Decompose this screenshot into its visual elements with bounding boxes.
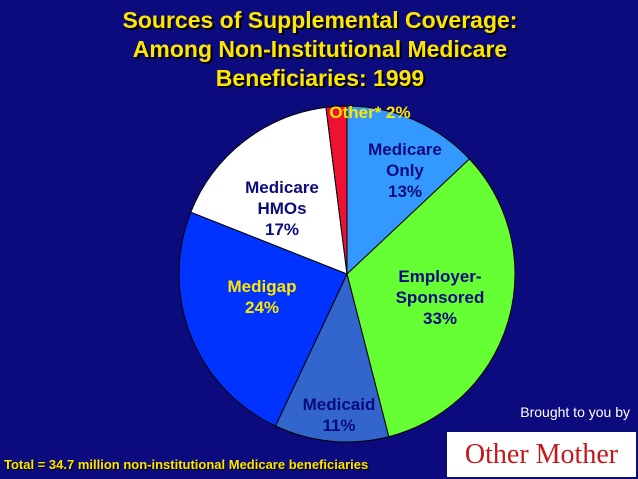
slice-label-medicare-only: Medicare Only 13% xyxy=(368,140,442,201)
slice-label-employer-sponsored: Employer- Sponsored 33% xyxy=(396,267,485,328)
slice-label-line: 24% xyxy=(245,298,279,317)
pie-slice-medicare-hmos xyxy=(190,106,348,275)
pie-slice-medigap xyxy=(178,211,348,427)
slice-label-line: Medicare xyxy=(368,140,442,159)
pie-labels: Medicare Only 13% Employer- Sponsored 33% Medi… xyxy=(228,103,485,435)
slice-label-line: HMOs xyxy=(257,199,306,218)
slice-label-line: Only xyxy=(386,161,424,180)
slice-label-medicaid: Medicaid 11% xyxy=(303,395,376,435)
title-line-2: Among Non-Institutional Medicare xyxy=(132,36,508,62)
slice-label-line: Sponsored xyxy=(396,288,485,307)
other-mother-logo: Other Mother xyxy=(447,432,636,477)
pie-slices xyxy=(178,105,516,443)
total-footnote: Total = 34.7 million non-institutional M… xyxy=(4,457,369,472)
slice-label-medigap: Medigap 24% xyxy=(228,277,297,317)
pie-slice-medicare-only xyxy=(346,105,471,276)
pie-slice-other xyxy=(325,105,348,275)
slice-label-line: 11% xyxy=(322,416,355,435)
chart-title: Sources of Supplemental Coverage: Among … xyxy=(60,6,580,93)
slice-label-line: 17% xyxy=(265,220,299,239)
credit-text: Brought to you by xyxy=(520,404,630,420)
slice-label-line: 33% xyxy=(423,309,457,328)
slice-label-line: Other* 2% xyxy=(329,103,410,122)
slice-label-line: Medicaid xyxy=(303,395,376,414)
pie-slice-medicaid xyxy=(274,272,390,443)
slice-label-line: Medigap xyxy=(228,277,297,296)
slice-label-other: Other* 2% xyxy=(329,103,410,122)
title-line-3: Beneficiaries: 1999 xyxy=(215,65,425,91)
slice-label-medicare-hmos: Medicare HMOs 17% xyxy=(245,178,319,239)
slice-label-line: 13% xyxy=(388,182,422,201)
logo-text: Other Mother xyxy=(464,439,619,470)
slice-label-line: Employer- xyxy=(398,267,481,286)
slice-label-line: Medicare xyxy=(245,178,319,197)
pie-slice-employer-sponsored xyxy=(346,158,516,438)
title-line-1: Sources of Supplemental Coverage: xyxy=(122,7,518,33)
